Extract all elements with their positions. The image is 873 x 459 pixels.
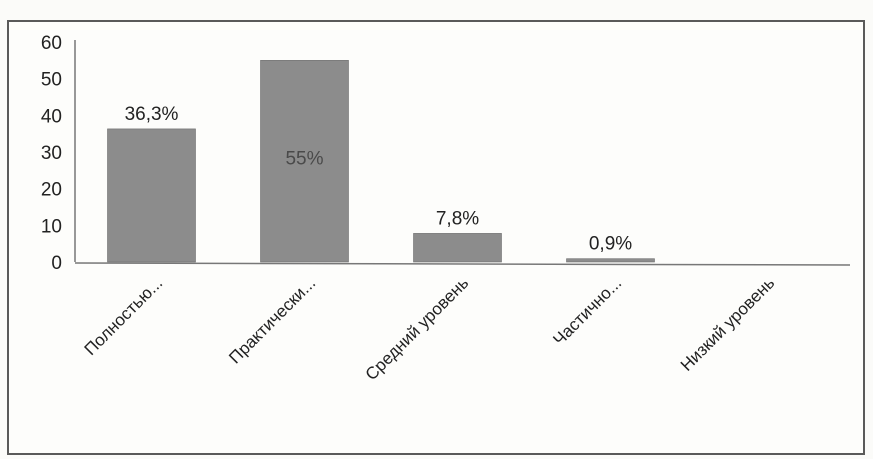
y-axis-ticks: 0 10 20 30 40 50 60 [41, 33, 62, 274]
data-label-4: 0,9% [589, 234, 632, 255]
data-label-2: 55% [285, 148, 323, 169]
data-label-1: 36,3% [125, 104, 179, 125]
bars [107, 60, 655, 263]
bar-4 [566, 258, 655, 263]
category-label-2: Практически... [225, 273, 319, 367]
y-tick-label-50: 50 [41, 70, 62, 91]
bar-1 [107, 128, 196, 263]
category-label-3: Средний уровень [362, 273, 473, 384]
category-label-1: Полностью... [81, 273, 167, 359]
x-axis-line [74, 262, 851, 266]
bar-3 [413, 233, 502, 263]
data-labels: 36,3% 55% 7,8% 0,9% [125, 104, 633, 255]
y-tick-label-0: 0 [51, 253, 62, 274]
y-tick-label-30: 30 [41, 143, 62, 164]
bar-2 [260, 60, 349, 263]
y-tick-label-10: 10 [41, 216, 62, 237]
data-label-3: 7,8% [436, 208, 479, 229]
y-tick-label-60: 60 [41, 33, 62, 54]
y-tick-label-40: 40 [41, 106, 62, 127]
category-label-4: Частично... [549, 273, 625, 349]
category-labels: Полностью... Практически... Средний уровен… [81, 273, 779, 384]
y-tick-label-20: 20 [41, 180, 62, 201]
category-label-5: Низкий уровень [677, 273, 779, 375]
